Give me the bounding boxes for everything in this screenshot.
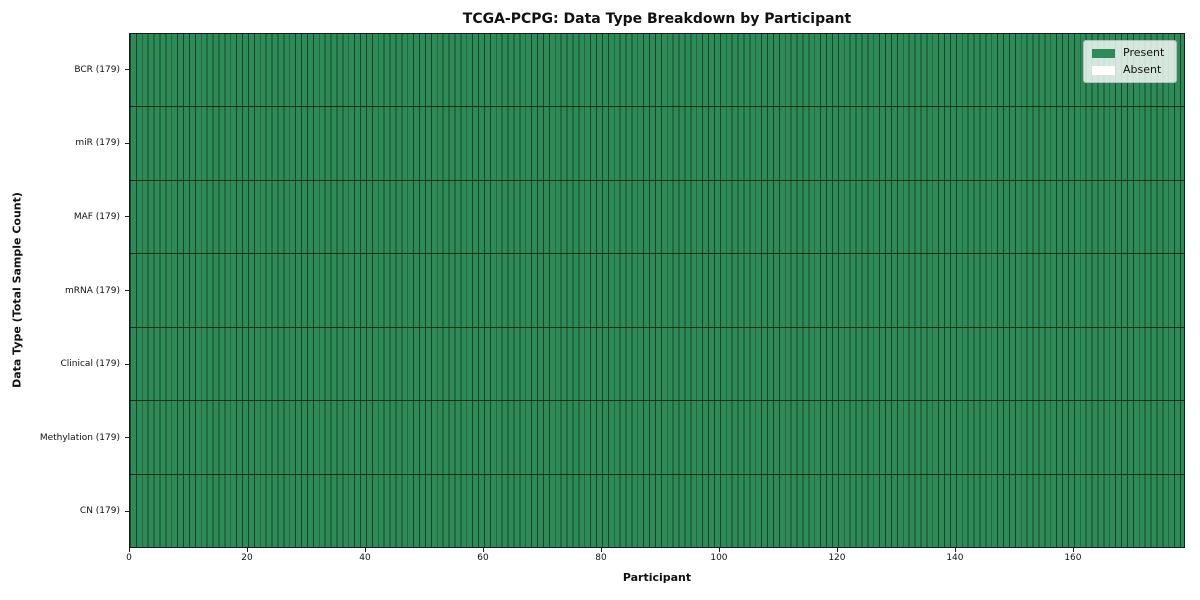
x-tick-label: 20: [241, 553, 253, 563]
heatmap-row: [130, 254, 1184, 328]
y-tick-mark: [125, 437, 129, 439]
x-tick-label: 80: [595, 553, 607, 563]
x-tick-label: 0: [126, 553, 132, 563]
x-tick-mark: [954, 548, 956, 552]
x-tick-mark: [364, 548, 366, 552]
y-tick-mark: [125, 510, 129, 512]
legend-swatch-present: [1092, 48, 1115, 58]
x-tick-mark: [718, 548, 720, 552]
x-tick-mark: [1072, 548, 1074, 552]
x-tick-label: 40: [359, 553, 371, 563]
plot-area: [129, 33, 1185, 548]
heatmap-row: [130, 34, 1184, 108]
x-tick-mark: [129, 548, 130, 552]
y-tick-mark: [125, 216, 129, 218]
x-tick-mark: [600, 548, 602, 552]
legend-swatch-absent: [1092, 65, 1115, 75]
heatmap-row: [130, 475, 1184, 547]
x-tick-mark: [482, 548, 484, 552]
chart-title: TCGA-PCPG: Data Type Breakdown by Partic…: [462, 11, 852, 27]
legend-entry: Present: [1092, 47, 1168, 59]
y-tick-mark: [125, 363, 129, 365]
x-tick-label: 120: [828, 553, 846, 563]
x-tick-label: 160: [1064, 553, 1082, 563]
x-tick-label: 100: [710, 553, 728, 563]
heatmap-row: [130, 181, 1184, 255]
y-tick-label: Methylation (179): [39, 432, 120, 443]
y-tick-label: Clinical (179): [60, 359, 120, 370]
heatmap-row: [130, 401, 1184, 475]
x-axis-label: Participant: [622, 571, 692, 584]
heatmap-row: [130, 328, 1184, 402]
y-tick-mark: [125, 290, 129, 291]
x-tick-label: 140: [946, 553, 964, 563]
y-tick-label: miR (179): [75, 138, 120, 149]
x-tick-label: 60: [477, 553, 489, 563]
legend-entry: Absent: [1092, 64, 1168, 76]
x-tick-mark: [836, 548, 838, 552]
y-tick-label: BCR (179): [74, 64, 120, 75]
y-tick-label: CN (179): [79, 506, 120, 517]
legend-label: Absent: [1123, 63, 1162, 76]
y-tick-label: MAF (179): [73, 211, 120, 222]
y-tick-mark: [125, 142, 129, 144]
y-tick-mark: [125, 69, 129, 71]
x-tick-mark: [246, 548, 248, 552]
legend-label: Present: [1123, 46, 1165, 59]
legend: Present Absent: [1083, 40, 1177, 83]
heatmap-row: [130, 107, 1184, 181]
y-tick-label: mRNA (179): [65, 285, 120, 296]
